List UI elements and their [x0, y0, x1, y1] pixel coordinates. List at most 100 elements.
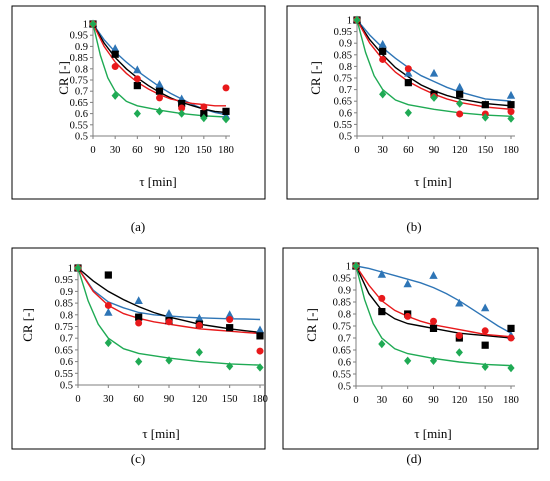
data-point-green: [429, 356, 438, 365]
x-tick-label: 180: [252, 394, 268, 405]
y-tick-label: 1: [83, 20, 88, 31]
data-point-green: [200, 113, 208, 123]
data-point-green: [507, 114, 515, 123]
data-point-blue: [455, 298, 464, 307]
data-point-black: [200, 110, 208, 118]
data-point-green: [165, 356, 173, 365]
y-tick-label: 0.85: [334, 50, 352, 61]
data-point-blue: [506, 90, 516, 99]
y-axis-title: CR [-]: [20, 308, 35, 342]
data-point-black: [222, 107, 230, 115]
y-tick-label: 0.5: [60, 381, 73, 392]
data-point-black: [135, 313, 143, 321]
data-point-black: [111, 50, 119, 58]
panel-frame: [286, 5, 539, 200]
x-tick-label: 60: [133, 394, 144, 405]
data-point-blue: [255, 325, 265, 334]
x-tick-label: 120: [191, 394, 207, 405]
data-point-green: [404, 108, 412, 117]
y-tick-label: 0.85: [70, 53, 88, 64]
y-tick-label: 0.6: [339, 108, 352, 119]
data-point-black: [507, 101, 515, 109]
data-point-green: [195, 348, 203, 357]
x-tick-label: 180: [503, 145, 519, 156]
data-point-black: [226, 324, 234, 332]
x-tick-label: 0: [353, 395, 358, 406]
data-point-black: [155, 87, 164, 95]
x-axis-title: τ [min]: [142, 426, 179, 441]
y-tick-label: 0.95: [70, 31, 88, 42]
y-tick-label: 0.8: [339, 62, 352, 73]
y-tick-label: 0.9: [75, 42, 88, 53]
data-point-red: [404, 312, 412, 320]
data-point-blue: [225, 310, 234, 319]
y-tick-label: 0.95: [334, 27, 352, 38]
data-point-red: [165, 318, 173, 326]
x-tick-label: 90: [154, 145, 165, 156]
x-tick-label: 30: [377, 145, 388, 156]
data-point-red: [135, 319, 143, 327]
data-point-black: [378, 308, 386, 316]
y-tick-label: 0.95: [55, 275, 73, 286]
y-tick-label: 0.7: [60, 334, 73, 345]
data-point-green: [111, 91, 119, 100]
y-tick-label: 0.55: [333, 370, 351, 381]
panel-caption: (a): [131, 219, 145, 234]
data-point-red: [156, 94, 163, 102]
data-point-red: [481, 327, 489, 335]
data-point-blue: [195, 313, 204, 322]
data-point-blue: [429, 68, 439, 77]
fit-line-green: [92, 23, 227, 118]
y-tick-label: 0.65: [55, 345, 73, 356]
data-point-green: [226, 362, 234, 371]
data-point-green: [455, 348, 463, 357]
data-point-green: [456, 99, 464, 108]
data-point-red: [104, 301, 112, 309]
data-point-black: [256, 332, 264, 340]
data-point-green: [256, 363, 264, 372]
fit-line-green: [355, 265, 512, 367]
data-point-black: [429, 324, 438, 332]
data-point-green: [379, 90, 387, 99]
data-point-red: [379, 55, 387, 63]
data-point-blue: [378, 39, 387, 48]
data-point-red: [456, 110, 464, 118]
x-tick-label: 0: [90, 145, 95, 156]
x-axis-title: τ [min]: [139, 174, 176, 189]
y-tick-label: 0.55: [55, 369, 73, 380]
x-tick-label: 90: [429, 145, 440, 156]
y-tick-label: 0.55: [70, 120, 88, 131]
x-tick-label: 30: [103, 394, 114, 405]
data-point-red: [404, 65, 412, 73]
x-tick-label: 120: [451, 395, 467, 406]
data-point-blue: [404, 68, 413, 77]
data-point-green: [481, 113, 489, 122]
data-point-green: [481, 362, 489, 371]
y-tick-label: 0.8: [75, 64, 88, 75]
x-tick-label: 150: [196, 145, 212, 156]
data-point-blue: [110, 44, 120, 52]
y-tick-label: 0.9: [60, 287, 73, 298]
x-tick-label: 60: [132, 145, 143, 156]
y-tick-label: 0.6: [338, 358, 351, 369]
data-point-black: [481, 101, 489, 109]
y-tick-label: 0.55: [334, 120, 352, 131]
x-tick-label: 120: [452, 145, 468, 156]
data-point-black: [379, 47, 387, 55]
data-point-green: [104, 338, 112, 348]
data-point-blue: [377, 269, 387, 278]
y-tick-label: 0.7: [75, 87, 88, 98]
data-point-black: [104, 271, 112, 279]
y-tick-label: 0.75: [55, 322, 73, 333]
y-tick-label: 0.6: [75, 109, 88, 120]
data-point-green: [133, 109, 141, 118]
y-tick-label: 0.65: [333, 346, 351, 357]
data-point-blue: [134, 296, 143, 305]
data-point-red: [378, 294, 386, 302]
y-tick-label: 0.6: [60, 357, 73, 368]
y-tick-label: 1: [347, 16, 352, 27]
x-tick-label: 0: [75, 394, 80, 405]
data-point-red: [430, 317, 437, 325]
data-point-red: [507, 108, 515, 116]
y-axis-title: CR [-]: [304, 308, 319, 342]
